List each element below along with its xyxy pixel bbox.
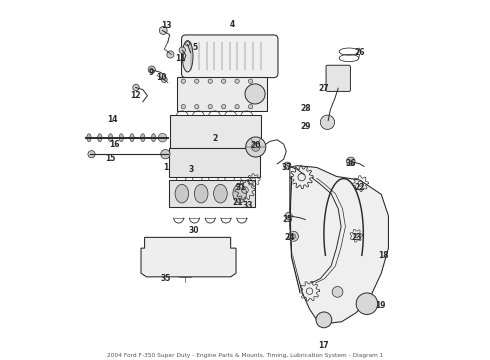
Circle shape — [161, 149, 170, 159]
Circle shape — [221, 79, 226, 84]
Circle shape — [148, 66, 155, 73]
Text: 17: 17 — [318, 341, 329, 350]
Circle shape — [167, 51, 174, 58]
Circle shape — [248, 104, 253, 109]
Text: 19: 19 — [375, 301, 386, 310]
Circle shape — [356, 293, 378, 315]
Text: 9: 9 — [148, 68, 154, 77]
Circle shape — [291, 234, 295, 238]
Ellipse shape — [151, 134, 156, 141]
Circle shape — [346, 157, 355, 166]
Ellipse shape — [98, 134, 102, 141]
Text: 15: 15 — [105, 154, 116, 163]
Text: 14: 14 — [107, 114, 118, 123]
Text: 1: 1 — [164, 163, 169, 172]
Bar — [169, 148, 260, 177]
Text: 2: 2 — [212, 134, 217, 143]
FancyBboxPatch shape — [326, 65, 350, 91]
Text: 20: 20 — [250, 141, 261, 150]
Ellipse shape — [214, 184, 227, 203]
Text: 3: 3 — [189, 165, 194, 174]
Circle shape — [285, 212, 293, 220]
Bar — [169, 180, 255, 207]
Circle shape — [195, 79, 199, 84]
Circle shape — [186, 41, 190, 46]
Circle shape — [289, 231, 298, 241]
Text: 37: 37 — [282, 163, 293, 172]
Text: 24: 24 — [285, 233, 295, 242]
Polygon shape — [141, 237, 236, 277]
Circle shape — [245, 84, 265, 104]
Circle shape — [208, 104, 212, 109]
Bar — [177, 77, 267, 111]
Circle shape — [158, 134, 167, 142]
Ellipse shape — [195, 184, 208, 203]
Circle shape — [235, 79, 239, 84]
Ellipse shape — [233, 184, 246, 203]
Circle shape — [195, 104, 199, 109]
Text: 23: 23 — [351, 233, 362, 242]
Circle shape — [221, 104, 226, 109]
Circle shape — [181, 104, 186, 109]
Text: 28: 28 — [300, 104, 311, 113]
Polygon shape — [290, 166, 389, 323]
Text: 4: 4 — [230, 19, 235, 28]
FancyBboxPatch shape — [181, 35, 278, 78]
Text: 12: 12 — [130, 91, 141, 100]
Circle shape — [316, 312, 332, 328]
Text: 21: 21 — [233, 198, 243, 207]
Ellipse shape — [130, 134, 134, 141]
Ellipse shape — [182, 41, 193, 72]
Circle shape — [320, 115, 335, 130]
Bar — [170, 116, 261, 148]
Circle shape — [133, 84, 139, 91]
Circle shape — [284, 162, 291, 169]
Ellipse shape — [175, 184, 189, 203]
Text: 2004 Ford F-350 Super Duty - Engine Parts & Mounts, Timing, Lubrication System -: 2004 Ford F-350 Super Duty - Engine Part… — [107, 353, 383, 358]
Text: 5: 5 — [192, 43, 197, 52]
Ellipse shape — [141, 134, 145, 141]
Text: 10: 10 — [156, 73, 167, 82]
Circle shape — [208, 79, 212, 84]
Circle shape — [181, 79, 186, 84]
Text: 33: 33 — [243, 201, 253, 210]
Text: 27: 27 — [318, 84, 329, 93]
Text: 35: 35 — [160, 274, 171, 283]
Text: 26: 26 — [354, 48, 365, 57]
Text: 13: 13 — [161, 21, 171, 30]
Circle shape — [245, 137, 266, 157]
Circle shape — [179, 47, 186, 53]
Ellipse shape — [108, 134, 113, 141]
Ellipse shape — [119, 134, 123, 141]
Circle shape — [248, 79, 253, 84]
Ellipse shape — [87, 134, 91, 141]
Text: 22: 22 — [354, 183, 365, 192]
Circle shape — [251, 143, 260, 151]
Circle shape — [161, 77, 167, 82]
Circle shape — [332, 287, 343, 297]
Circle shape — [235, 104, 239, 109]
Text: 31: 31 — [236, 183, 246, 192]
Text: 18: 18 — [378, 251, 389, 260]
Text: 11: 11 — [175, 54, 186, 63]
Text: 16: 16 — [109, 140, 120, 149]
Circle shape — [159, 27, 167, 35]
Circle shape — [88, 150, 95, 158]
Text: 36: 36 — [345, 159, 356, 168]
Text: 25: 25 — [282, 215, 293, 224]
Text: 29: 29 — [301, 122, 311, 131]
Text: 30: 30 — [189, 226, 199, 235]
